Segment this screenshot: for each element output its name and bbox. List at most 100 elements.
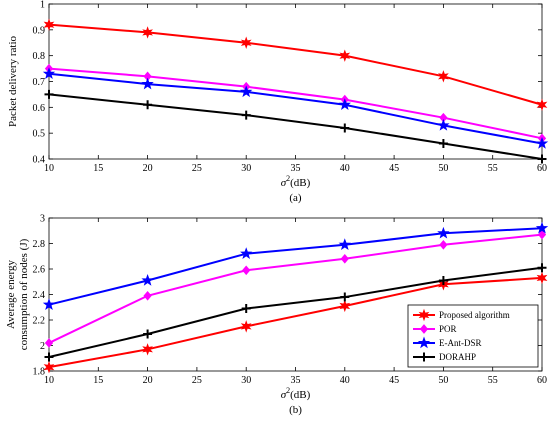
data-point: [438, 139, 448, 148]
legend-marker: [418, 308, 430, 322]
series-line: [48, 93, 543, 160]
legend-marker: [419, 352, 429, 362]
legend-marker: [417, 336, 431, 349]
y-axis-label: Packet delivery ratio: [7, 35, 19, 127]
y-tick-label: 2: [40, 341, 45, 352]
series-dorahp: [44, 263, 547, 362]
legend-label: DORAHP: [439, 352, 476, 362]
data-point: [340, 292, 350, 302]
x-tick-label: 50: [438, 163, 448, 174]
data-point: [44, 338, 54, 348]
x-tick-label: 55: [488, 375, 498, 386]
data-point: [143, 329, 153, 339]
x-tick-label: 30: [241, 375, 251, 386]
data-point: [142, 343, 153, 356]
x-tick-label: 40: [340, 163, 350, 174]
subfigure-caption: (b): [289, 404, 302, 416]
x-tick-label: 50: [438, 375, 448, 386]
data-point: [44, 352, 54, 362]
data-point: [439, 239, 448, 250]
x-tick-label: 35: [291, 375, 301, 386]
x-tick-label: 10: [44, 163, 54, 174]
data-point: [437, 226, 450, 239]
data-point: [42, 67, 56, 79]
x-tick-label: 45: [389, 375, 399, 386]
legend-label: Proposed algorithm: [439, 310, 510, 320]
legend-entry: POR: [413, 324, 457, 334]
subfigure-caption: (a): [289, 192, 302, 204]
x-tick-label: 25: [192, 375, 202, 386]
data-point: [536, 271, 548, 285]
series-line: [48, 67, 543, 140]
x-tick-label: 55: [488, 163, 498, 174]
legend-entry: DORAHP: [413, 352, 476, 362]
legend-marker: [419, 324, 429, 334]
legend-label: POR: [439, 324, 457, 334]
series-proposed-algorithm: [43, 271, 548, 374]
y-tick-label: 2.8: [33, 239, 46, 250]
data-point: [437, 118, 450, 131]
data-point: [537, 229, 547, 240]
data-point: [141, 77, 154, 90]
series-line: [48, 227, 543, 306]
x-tick-label: 10: [44, 375, 54, 386]
data-point: [42, 298, 56, 310]
legend-label: E-Ant-DSR: [439, 338, 482, 348]
data-point: [241, 304, 251, 314]
y-tick-label: 0.7: [33, 77, 46, 88]
y-tick-label: 2.6: [33, 265, 46, 276]
y-tick-label: 3: [40, 214, 45, 225]
x-tick-label: 60: [537, 375, 547, 386]
x-tick-label: 15: [93, 163, 103, 174]
x-tick-label: 30: [241, 163, 251, 174]
data-point: [438, 275, 448, 285]
data-point: [339, 49, 351, 62]
data-point: [143, 290, 152, 301]
y-tick-label: 0.6: [33, 103, 46, 114]
series-e-ant-dsr: [42, 67, 549, 149]
x-tick-label: 20: [143, 163, 153, 174]
data-point: [535, 137, 549, 149]
series-proposed-algorithm: [43, 18, 548, 111]
y-axis-label-line: Average energy: [5, 260, 17, 329]
series-e-ant-dsr: [42, 221, 549, 310]
series-line: [48, 276, 543, 369]
data-point: [142, 26, 153, 39]
x-tick-label: 15: [93, 375, 103, 386]
data-point: [537, 263, 547, 273]
data-point: [535, 221, 549, 234]
y-tick-label: 0.4: [33, 155, 46, 166]
y-tick-label: 2.2: [33, 316, 46, 327]
x-axis-label: σ2(dB): [281, 174, 311, 189]
series-line: [48, 23, 543, 106]
data-point: [141, 273, 154, 286]
y-tick-label: 2.4: [33, 290, 46, 301]
data-point: [338, 238, 351, 251]
y-axis-label-line: consumption of nodes (J): [18, 238, 30, 350]
x-tick-label: 60: [537, 163, 547, 174]
y-tick-label: 0.5: [33, 129, 46, 140]
data-point: [143, 100, 153, 110]
x-tick-label: 40: [340, 375, 350, 386]
data-point: [240, 36, 252, 49]
data-point: [43, 360, 55, 374]
chart-a: 10 15 20 25 30 35 40 45 50 55 60 0.4 0.5 0.6 0.7 0.8 0.9…: [7, 0, 549, 204]
chart-b: 10 15 20 25 30 35 40 45 50 55 60 1.8 2 2.2 2.4 2.6 2.8 3 σ…: [5, 214, 549, 416]
series-dorahp: [44, 89, 547, 164]
data-point: [537, 154, 547, 164]
legend: Proposed algorithm POR E-Ant-DSR DORAHP: [407, 304, 539, 368]
series-line: [48, 72, 543, 145]
y-tick-label: 0.9: [33, 25, 46, 36]
series-por: [44, 229, 547, 348]
data-point: [240, 320, 252, 333]
x-tick-label: 25: [192, 163, 202, 174]
data-point: [438, 70, 449, 83]
x-axis-label: σ2(dB): [281, 386, 311, 401]
series-line: [48, 233, 543, 344]
data-point: [338, 98, 351, 110]
data-point: [340, 253, 349, 264]
data-point: [240, 247, 253, 259]
y-tick-label: 1: [40, 0, 45, 11]
data-point: [44, 89, 54, 99]
